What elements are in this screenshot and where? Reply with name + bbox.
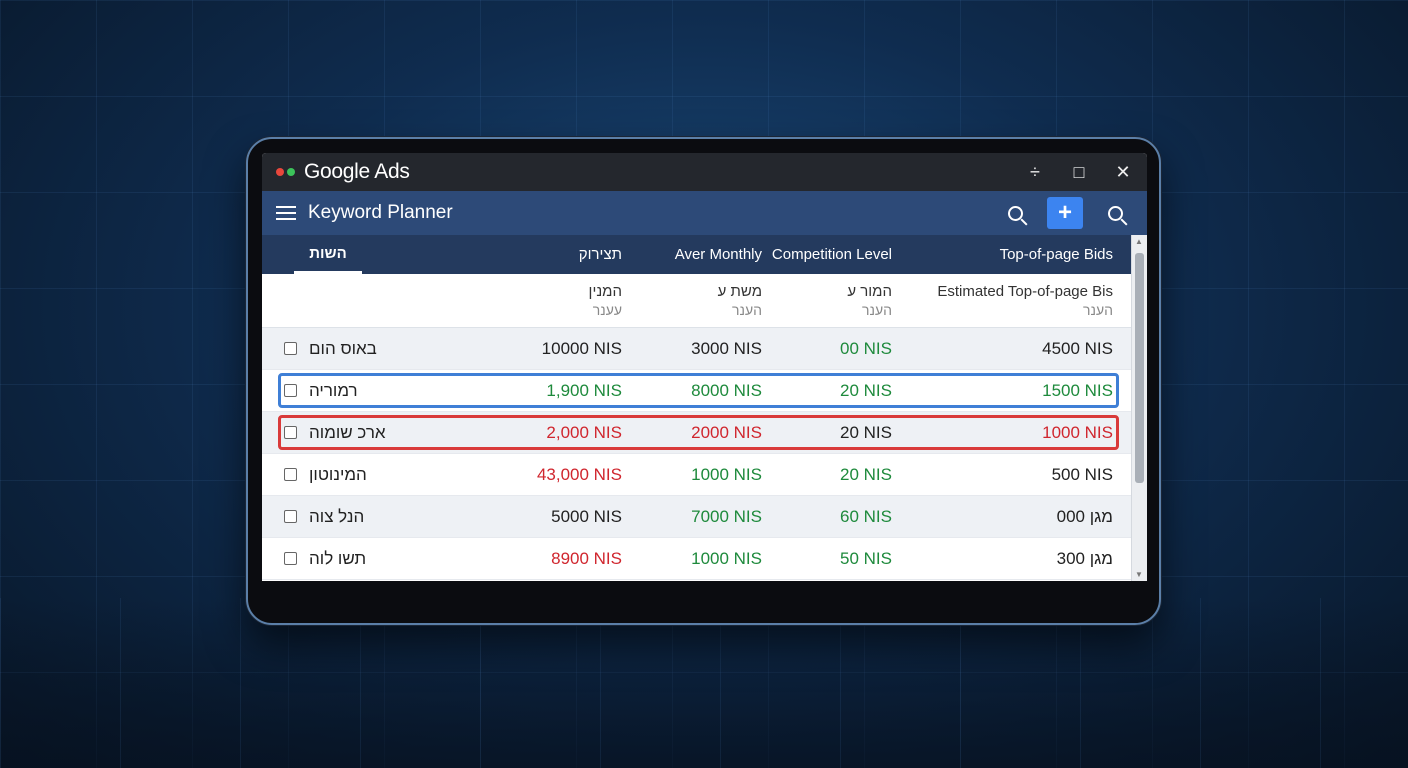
keyword-text: המינוטון	[309, 464, 367, 484]
value-cell-2: 1000 NIS	[691, 464, 762, 484]
value-cell-4: מגן 300	[1056, 548, 1113, 568]
table-row[interactable]: המינוטון 43,000 NIS 1000 NIS 20 NIS 500 …	[262, 454, 1131, 496]
subheader-3-line2: הענר	[862, 301, 892, 318]
table-subheader: המנין עענר משת ע הענר המור ע הענר Estima…	[262, 274, 1131, 328]
value-cell-3: 20 NIS	[840, 422, 892, 442]
value-cell-3: 20 NIS	[840, 380, 892, 400]
menu-icon[interactable]	[276, 206, 296, 220]
keyword-cell: המינוטון	[284, 454, 504, 495]
row-checkbox[interactable]	[284, 510, 297, 523]
keyword-cell: באוס הום	[284, 328, 504, 369]
table-row[interactable]: באוס הום 10000 NIS 3000 NIS 00 NIS 4500 …	[262, 328, 1131, 370]
subheader-2: משת ע הענר	[622, 274, 762, 327]
value-cell-1: 43,000 NIS	[536, 464, 622, 484]
table-header: השות תצירוק Aver Monthly Competition Lev…	[262, 235, 1131, 274]
row-checkbox[interactable]	[284, 342, 297, 355]
row-checkbox[interactable]	[284, 468, 297, 481]
keyword-text: ארכ שומוה	[309, 422, 386, 442]
value-cell-2: 7000 NIS	[691, 506, 762, 526]
value-cell-4: 4500 NIS	[1042, 338, 1113, 358]
scroll-down-icon[interactable]: ▼	[1135, 570, 1143, 579]
col-header-top-bids[interactable]: Top-of-page Bids	[999, 246, 1113, 263]
keyword-cell: הנל צוה	[284, 496, 504, 537]
subheader-1: המנין עענר	[482, 274, 622, 327]
subheader-3: המור ע הענר	[762, 274, 892, 327]
keyword-cell: תשו לוה	[284, 538, 504, 579]
value-cell-1: 1,900 NIS	[546, 380, 622, 400]
keyword-text: רמוריה	[309, 380, 358, 400]
value-cell-1: 10000 NIS	[541, 338, 622, 358]
row-checkbox[interactable]	[284, 384, 297, 397]
value-cell-2: 3000 NIS	[691, 338, 762, 358]
keyword-table: השות תצירוק Aver Monthly Competition Lev…	[262, 235, 1131, 581]
table-row[interactable]: תשו לוה 8900 NIS 1000 NIS 50 NIS מגן 300	[262, 538, 1131, 580]
scroll-up-icon[interactable]: ▲	[1135, 237, 1143, 246]
app-title: Google Ads	[304, 160, 410, 183]
scrollbar-thumb[interactable]	[1135, 253, 1144, 483]
value-cell-1: 2,000 NIS	[546, 422, 622, 442]
table-row-highlighted-red[interactable]: ארכ שומוה 2,000 NIS 2000 NIS 20 NIS 1000…	[262, 412, 1131, 454]
maximize-dot-icon[interactable]	[287, 168, 295, 176]
table-body: באוס הום 10000 NIS 3000 NIS 00 NIS 4500 …	[262, 328, 1131, 580]
value-cell-2: 1000 NIS	[691, 548, 762, 568]
value-cell-3: 20 NIS	[840, 464, 892, 484]
keyword-text: הנל צוה	[309, 506, 365, 526]
value-cell-1: 8900 NIS	[551, 548, 622, 568]
subheader-3-line1: המור ע	[847, 282, 892, 300]
subheader-2-line2: הענר	[732, 301, 762, 318]
page-toolbar: Keyword Planner +	[262, 191, 1147, 235]
close-dot-icon[interactable]	[276, 168, 284, 176]
search-icon	[1007, 205, 1023, 221]
value-cell-2: 2000 NIS	[691, 422, 762, 442]
keyword-text: באוס הום	[309, 338, 377, 358]
search-button[interactable]	[997, 197, 1033, 229]
col-header-avg-monthly[interactable]: Aver Monthly	[674, 246, 762, 263]
subheader-1-line2: עענר	[592, 301, 622, 318]
value-cell-4: 500 NIS	[1051, 464, 1113, 484]
subheader-4-line1: Estimated Top-of-page Bis	[937, 282, 1113, 300]
background-floor	[0, 598, 1408, 768]
search-icon	[1107, 205, 1123, 221]
value-cell-4: 1000 NIS	[1042, 422, 1113, 442]
col-header-1[interactable]: תצירוק	[578, 246, 622, 263]
vertical-scrollbar[interactable]: ▲ ▼	[1131, 235, 1147, 581]
maximize-icon[interactable]: □	[1073, 161, 1085, 182]
col-header-competition[interactable]: Competition Level	[771, 246, 892, 263]
tablet-frame: Google Ads ÷ □ ✕ Keyword Planner + השות …	[246, 137, 1161, 625]
toolbar-actions: +	[997, 197, 1133, 229]
subheader-4: Estimated Top-of-page Bis הענר	[893, 274, 1113, 327]
title-bar: Google Ads ÷ □ ✕	[262, 153, 1147, 191]
subheader-4-line2: הענר	[1083, 301, 1113, 318]
keyword-text: תשו לוה	[309, 548, 367, 568]
tab-keywords[interactable]: השות	[294, 235, 362, 274]
minimize-icon[interactable]: ÷	[1030, 161, 1040, 182]
search-button-2[interactable]	[1097, 197, 1133, 229]
value-cell-2: 8000 NIS	[691, 380, 762, 400]
app-window: Google Ads ÷ □ ✕ Keyword Planner + השות …	[262, 153, 1147, 581]
value-cell-4: 1500 NIS	[1042, 380, 1113, 400]
add-button[interactable]: +	[1047, 197, 1083, 229]
window-controls: ÷ □ ✕	[1025, 162, 1133, 182]
value-cell-3: 50 NIS	[840, 548, 892, 568]
keyword-cell: ארכ שומוה	[284, 412, 504, 453]
value-cell-4: מגן 000	[1056, 506, 1113, 526]
subheader-1-line1: המנין	[588, 282, 622, 300]
close-icon[interactable]: ✕	[1115, 161, 1131, 182]
page-title: Keyword Planner	[308, 202, 453, 223]
value-cell-3: 00 NIS	[840, 338, 892, 358]
value-cell-1: 5000 NIS	[551, 506, 622, 526]
table-row-highlighted-blue[interactable]: רמוריה 1,900 NIS 8000 NIS 20 NIS 1500 NI…	[262, 370, 1131, 412]
table-row[interactable]: הנל צוה 5000 NIS 7000 NIS 60 NIS מגן 000	[262, 496, 1131, 538]
keyword-cell: רמוריה	[284, 370, 504, 411]
row-checkbox[interactable]	[284, 552, 297, 565]
subheader-2-line1: משת ע	[717, 282, 762, 300]
value-cell-3: 60 NIS	[840, 506, 892, 526]
row-checkbox[interactable]	[284, 426, 297, 439]
